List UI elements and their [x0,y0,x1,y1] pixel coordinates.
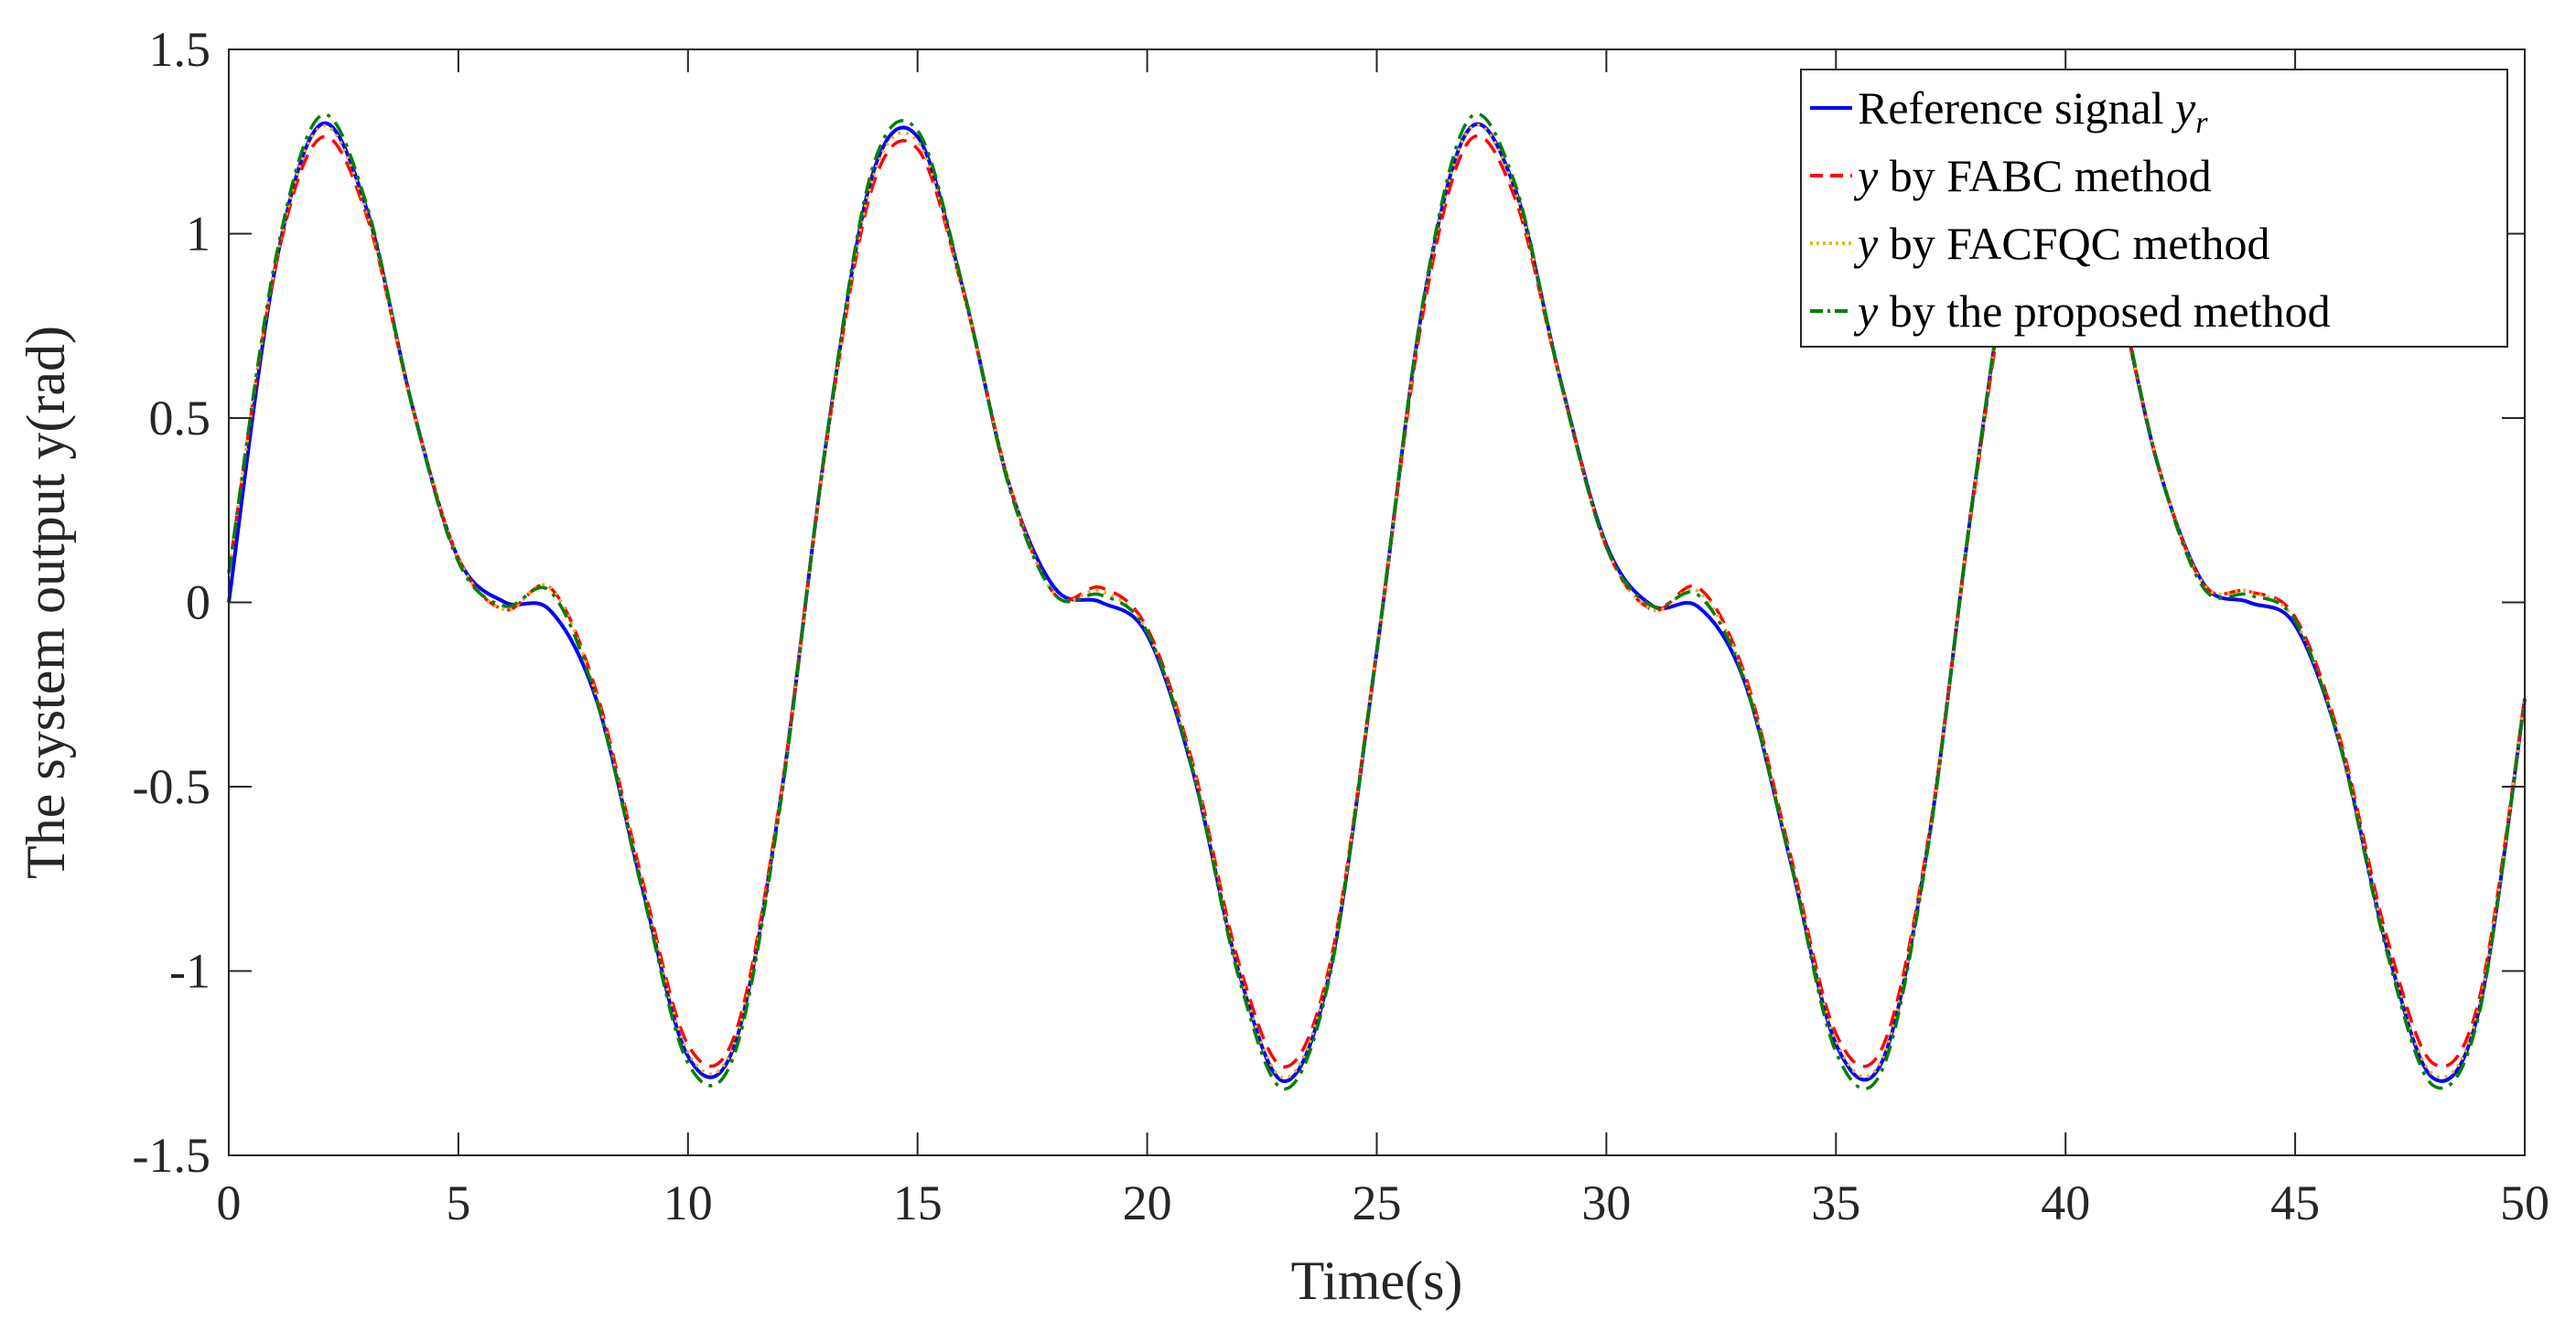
legend-item: y by the proposed method [1810,285,2331,337]
legend-label-text: by FABC method [1878,150,2211,201]
x-tick-label: 25 [1353,1175,1402,1230]
legend-label-symbol: y [1853,218,1879,269]
x-tick-label: 0 [217,1175,242,1230]
legend-item: y by FACFQC method [1810,218,2270,269]
x-tick-label: 10 [663,1175,713,1230]
legend-label-text: by FACFQC method [1878,218,2269,269]
y-tick-label: -1 [169,944,210,999]
legend-label: y by FACFQC method [1853,218,2270,269]
x-tick-label: 5 [446,1175,470,1230]
series-line-1 [227,134,2527,1069]
legend-label: Reference signal yr [1858,82,2208,140]
legend-box [1800,69,2508,348]
x-tick-label: 30 [1581,1175,1631,1230]
x-tick-label: 50 [2500,1175,2549,1230]
ticks-layer: 0 5 10 15 20 25 30 35 40 45 50 -1.5 -1 -0.5 0 0.5 1 1.5 [133,22,2549,1230]
y-tick-label: 0 [186,575,210,630]
legend-label: y by FABC method [1853,150,2212,201]
legend-label-symbol: y [2171,82,2196,134]
legend-label-symbol: y [1853,285,1879,337]
legend-label-subscript: r [2195,106,2208,140]
x-tick-label: 45 [2270,1175,2320,1230]
legend-label-text: Reference signal [1858,82,2175,134]
x-tick-label: 20 [1123,1175,1172,1230]
legend-item: Reference signal yr [1810,82,2208,140]
y-tick-label: -1.5 [133,1128,210,1183]
y-axis-label: The system output y(rad) [16,326,76,879]
x-tick-label: 35 [1811,1175,1860,1230]
x-tick-label: 15 [893,1175,943,1230]
y-tick-label: 0.5 [149,391,211,445]
legend-item: y by FABC method [1810,150,2212,201]
y-tick-label: -0.5 [133,759,210,814]
legend-label-text: by the proposed method [1878,285,2330,337]
y-tick-label: 1 [186,207,210,262]
y-tick-label: 1.5 [149,22,211,77]
x-tick-label: 40 [2041,1175,2090,1230]
legend-label: y by the proposed method [1853,285,2331,337]
legend-label-symbol: y [1853,150,1879,201]
x-axis-label: Time(s) [1291,1250,1463,1311]
